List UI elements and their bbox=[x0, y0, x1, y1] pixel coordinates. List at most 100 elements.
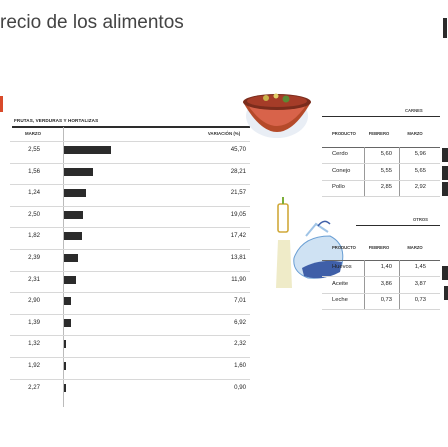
edge-bar bbox=[443, 18, 447, 38]
edge-bar bbox=[444, 286, 448, 300]
bar bbox=[64, 340, 67, 349]
otros-rule bbox=[356, 225, 440, 227]
accent-mark bbox=[0, 96, 3, 112]
cell-marzo: 0,73 bbox=[414, 297, 426, 303]
marzo-value: 2,39 bbox=[28, 254, 40, 261]
carnes-header-marzo: MARZO bbox=[407, 131, 423, 136]
col-header-variacion: VARIACIÓN (%) bbox=[207, 131, 241, 136]
cell-febrero: 5,55 bbox=[380, 167, 392, 174]
bar bbox=[64, 232, 82, 241]
carnes-col-sep bbox=[399, 147, 400, 197]
otros-header-marzo: MARZO bbox=[407, 245, 423, 250]
otros-col-sep bbox=[364, 260, 365, 310]
variacion-label: 45,70 bbox=[230, 146, 246, 153]
marzo-value: 2,90 bbox=[28, 297, 40, 305]
edge-bar bbox=[442, 166, 448, 180]
cell-marzo: 5,96 bbox=[414, 151, 426, 157]
marzo-value: 1,82 bbox=[28, 232, 40, 240]
row-divider bbox=[10, 227, 250, 229]
marzo-value: 1,56 bbox=[28, 167, 40, 175]
edge-bar bbox=[442, 266, 448, 280]
cell-marzo: 1,45 bbox=[414, 264, 426, 270]
illustration-bowl bbox=[243, 93, 311, 138]
variacion-label: 11,90 bbox=[231, 275, 246, 283]
row-divider bbox=[10, 205, 250, 207]
section-rule bbox=[12, 126, 250, 128]
bar bbox=[64, 383, 66, 392]
cell-febrero: 2,85 bbox=[380, 184, 392, 190]
bar bbox=[64, 297, 72, 306]
bar bbox=[64, 275, 77, 284]
row-divider bbox=[10, 357, 250, 358]
section-frutas-title: FRUTAS, VERDURAS Y HORTALIZAS bbox=[14, 118, 99, 123]
variacion-label: 28,21 bbox=[230, 167, 246, 175]
otros-header-producto: PRODUCTO bbox=[332, 245, 356, 250]
cell-marzo: 5,65 bbox=[414, 167, 426, 174]
marzo-value: 1,92 bbox=[28, 362, 40, 369]
marzo-value: 1,24 bbox=[28, 189, 40, 197]
cell-marzo: 3,87 bbox=[414, 280, 426, 287]
row-divider bbox=[10, 335, 250, 337]
cell-febrero: 1,40 bbox=[380, 264, 392, 270]
marzo-value: 2,50 bbox=[28, 210, 40, 218]
carnes-col-sep bbox=[364, 147, 365, 197]
otros-header-febrero: FEBRERO bbox=[368, 245, 390, 250]
carnes-header-producto: PRODUCTO bbox=[332, 131, 356, 136]
marzo-value: 2,27 bbox=[28, 383, 40, 391]
bar bbox=[64, 210, 84, 219]
row-divider bbox=[10, 141, 250, 142]
variacion-label: 0,90 bbox=[234, 383, 246, 391]
row-divider bbox=[322, 179, 440, 181]
illustration-jar bbox=[276, 197, 344, 288]
carnes-rule bbox=[322, 116, 440, 118]
row-divider bbox=[10, 378, 250, 380]
row-divider bbox=[10, 184, 250, 185]
bar bbox=[64, 318, 72, 327]
bar bbox=[64, 189, 86, 198]
marzo-value: 1,32 bbox=[28, 340, 40, 348]
row-divider bbox=[322, 163, 440, 164]
cell-marzo: 2,92 bbox=[414, 184, 426, 190]
variacion-label: 6,92 bbox=[234, 318, 246, 326]
page-title: recio de los alimentos bbox=[0, 12, 184, 33]
carnes-top-line bbox=[322, 147, 440, 148]
row-divider bbox=[10, 249, 250, 250]
variacion-label: 13,81 bbox=[230, 254, 246, 261]
col-header-marzo: MARZO bbox=[24, 131, 42, 136]
carnes-header-febrero: FEBRERO bbox=[368, 131, 390, 136]
row-divider bbox=[322, 196, 440, 197]
cell-producto: Leche bbox=[332, 297, 348, 303]
cell-febrero: 0,73 bbox=[380, 297, 392, 303]
edge-bar bbox=[442, 182, 448, 196]
bar bbox=[64, 362, 66, 370]
row-divider bbox=[10, 313, 250, 315]
row-divider bbox=[322, 292, 440, 294]
marzo-value: 1,39 bbox=[28, 318, 40, 326]
variacion-label: 17,42 bbox=[230, 232, 246, 240]
edge-bar bbox=[442, 148, 448, 162]
row-divider bbox=[322, 276, 440, 277]
variacion-label: 19,05 bbox=[230, 210, 246, 218]
bar bbox=[64, 146, 111, 154]
cell-producto: Huevos bbox=[332, 264, 352, 270]
marzo-value: 2,55 bbox=[28, 146, 40, 153]
otros-col-sep bbox=[399, 260, 400, 310]
bar bbox=[64, 167, 93, 176]
cell-producto: Aceite bbox=[332, 280, 349, 287]
variacion-label: 7,01 bbox=[234, 297, 246, 305]
cell-producto: Conejo bbox=[332, 167, 351, 174]
bar bbox=[64, 254, 79, 262]
row-divider bbox=[10, 292, 250, 293]
variacion-label: 2,32 bbox=[234, 340, 246, 348]
marzo-value: 2,31 bbox=[28, 275, 40, 283]
section-carnes-title: CARNES bbox=[405, 108, 423, 113]
variacion-label: 21,57 bbox=[230, 189, 246, 197]
cell-producto: Cerdo bbox=[332, 151, 348, 157]
row-divider bbox=[10, 162, 250, 164]
cell-febrero: 3,86 bbox=[380, 280, 392, 287]
row-divider bbox=[10, 270, 250, 272]
cell-febrero: 5,60 bbox=[380, 151, 392, 157]
otros-top-line bbox=[322, 260, 440, 261]
section-otros-title: OTROS bbox=[413, 217, 428, 222]
row-divider bbox=[322, 309, 440, 310]
